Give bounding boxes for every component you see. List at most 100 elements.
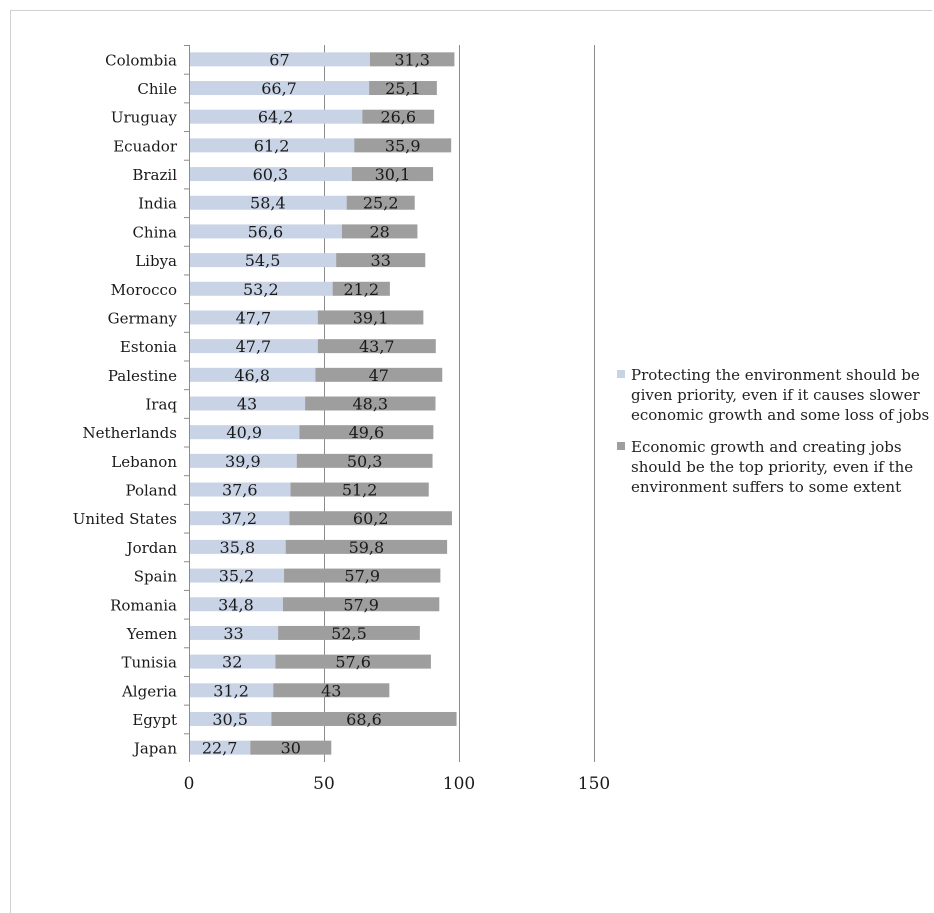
data-label-morocco-series-1: 53,2	[243, 280, 279, 299]
data-label-china-series-1: 56,6	[248, 222, 284, 241]
bar-netherlands-series-1	[189, 425, 300, 440]
bar-brazil-series-2	[351, 167, 434, 182]
bar-morocco-series-1	[189, 281, 333, 296]
bar-ecuador-series-1	[189, 138, 355, 153]
bar-spain-series-2	[284, 568, 441, 583]
category-label-united-states: United States	[73, 510, 177, 528]
bar-lebanon-series-2	[296, 453, 433, 468]
x-axis: 0 50 100 150	[184, 45, 610, 794]
category-label-palestine: Palestine	[108, 367, 177, 385]
data-label-united-states-series-2: 60,2	[353, 509, 389, 528]
category-label-tunisia: Tunisia	[121, 654, 177, 672]
data-label-algeria-series-2: 43	[321, 681, 341, 700]
bar-colombia-series-2	[369, 52, 455, 67]
data-label-netherlands-series-1: 40,9	[226, 423, 262, 442]
category-label-jordan: Jordan	[125, 539, 178, 557]
legend-label-economy: Economic growth and creating jobs should…	[631, 438, 914, 496]
bar-india-series-2	[346, 195, 415, 210]
data-label-spain-series-1: 35,2	[219, 567, 255, 586]
category-label-romania: Romania	[110, 596, 177, 614]
category-label-lebanon: Lebanon	[111, 453, 177, 471]
category-label-netherlands: Netherlands	[83, 424, 177, 442]
bar-china-series-1	[189, 224, 342, 239]
bar-estonia-series-2	[317, 339, 436, 354]
data-label-iraq-series-1: 43	[237, 395, 257, 414]
x-tick-label-50: 50	[313, 774, 335, 794]
legend-swatch-economy	[617, 442, 625, 450]
data-label-jordan-series-2: 59,8	[349, 538, 385, 557]
legend-label-environment: Protecting the environment should be giv…	[631, 366, 930, 424]
data-label-egypt-series-2: 68,6	[346, 710, 382, 729]
category-label-poland: Poland	[125, 482, 177, 500]
data-label-iraq-series-2: 48,3	[352, 395, 388, 414]
data-label-palestine-series-2: 47	[369, 366, 389, 385]
bar-ecuador-series-2	[354, 138, 452, 153]
bar-chile-series-1	[189, 81, 370, 96]
bar-iraq-series-2	[305, 396, 436, 411]
bar-romania-series-1	[189, 597, 283, 612]
data-labels: 67 31,3 66,7 25,1 64,2 26,6 61,2 35,9 60,3 30,1 58…	[202, 50, 430, 757]
category-label-india: India	[138, 195, 177, 213]
category-label-ecuador: Ecuador	[113, 137, 178, 155]
legend: Protecting the environment should be giv…	[617, 365, 934, 509]
data-label-tunisia-series-2: 57,6	[335, 653, 371, 672]
data-label-brazil-series-1: 60,3	[253, 165, 289, 184]
bar-palestine-series-2	[315, 367, 443, 382]
category-label-chile: Chile	[137, 80, 177, 98]
data-label-libya-series-1: 54,5	[245, 251, 281, 270]
bar-algeria-series-2	[273, 683, 390, 698]
data-label-colombia-series-2: 31,3	[394, 50, 430, 69]
bar-libya-series-1	[189, 253, 337, 268]
category-label-germany: Germany	[108, 309, 178, 327]
data-label-jordan-series-1: 35,8	[220, 538, 256, 557]
data-label-yemen-series-2: 52,5	[331, 624, 367, 643]
data-label-india-series-2: 25,2	[363, 194, 399, 213]
data-label-algeria-series-1: 31,2	[213, 681, 249, 700]
data-label-poland-series-1: 37,6	[222, 481, 258, 500]
data-label-palestine-series-1: 46,8	[234, 366, 270, 385]
bar-estonia-series-1	[189, 339, 318, 354]
bar-libya-series-2	[336, 253, 426, 268]
category-label-libya: Libya	[135, 252, 177, 270]
chart-frame	[10, 10, 932, 913]
data-label-lebanon-series-1: 39,9	[225, 452, 261, 471]
data-label-china-series-2: 28	[369, 222, 389, 241]
data-label-netherlands-series-2: 49,6	[349, 423, 385, 442]
data-label-chile-series-1: 66,7	[261, 79, 297, 98]
data-label-yemen-series-1: 33	[223, 624, 243, 643]
data-label-united-states-series-1: 37,2	[221, 509, 257, 528]
bar-egypt-series-1	[189, 711, 272, 726]
bar-germany-series-1	[189, 310, 318, 325]
category-label-egypt: Egypt	[132, 711, 177, 729]
data-label-germany-series-2: 39,1	[353, 308, 389, 327]
bar-india-series-1	[189, 195, 347, 210]
category-label-yemen: Yemen	[126, 625, 178, 643]
bar-yemen-series-2	[278, 625, 420, 640]
data-label-estonia-series-2: 43,7	[359, 337, 395, 356]
data-label-estonia-series-1: 47,7	[236, 337, 272, 356]
bar-united-states-series-1	[189, 511, 290, 526]
bar-morocco-series-2	[332, 281, 390, 296]
data-label-uruguay-series-1: 64,2	[258, 108, 294, 127]
bar-japan-series-1	[189, 740, 251, 755]
data-label-japan-series-2: 30	[281, 739, 301, 758]
bar-japan-series-2	[250, 740, 332, 755]
category-label-estonia: Estonia	[120, 338, 177, 356]
data-label-tunisia-series-1: 32	[222, 653, 242, 672]
x-tick-label-0: 0	[184, 774, 195, 794]
category-labels: Colombia Chile Uruguay Ecuador Brazil India Ch…	[73, 45, 189, 758]
data-label-ecuador-series-1: 61,2	[254, 136, 290, 155]
bar-poland-series-2	[290, 482, 429, 497]
bar-tunisia-series-2	[275, 654, 431, 669]
data-label-romania-series-2: 57,9	[343, 595, 379, 614]
bars	[189, 52, 457, 755]
bar-spain-series-1	[189, 568, 285, 583]
bar-tunisia-series-1	[189, 654, 276, 669]
legend-swatch-environment	[617, 370, 625, 378]
category-label-china: China	[132, 223, 177, 241]
bar-jordan-series-2	[285, 539, 448, 554]
bar-uruguay-series-1	[189, 109, 363, 124]
bar-chile-series-2	[369, 81, 437, 96]
data-label-colombia-series-1: 67	[269, 50, 289, 69]
bar-romania-series-2	[282, 597, 440, 612]
